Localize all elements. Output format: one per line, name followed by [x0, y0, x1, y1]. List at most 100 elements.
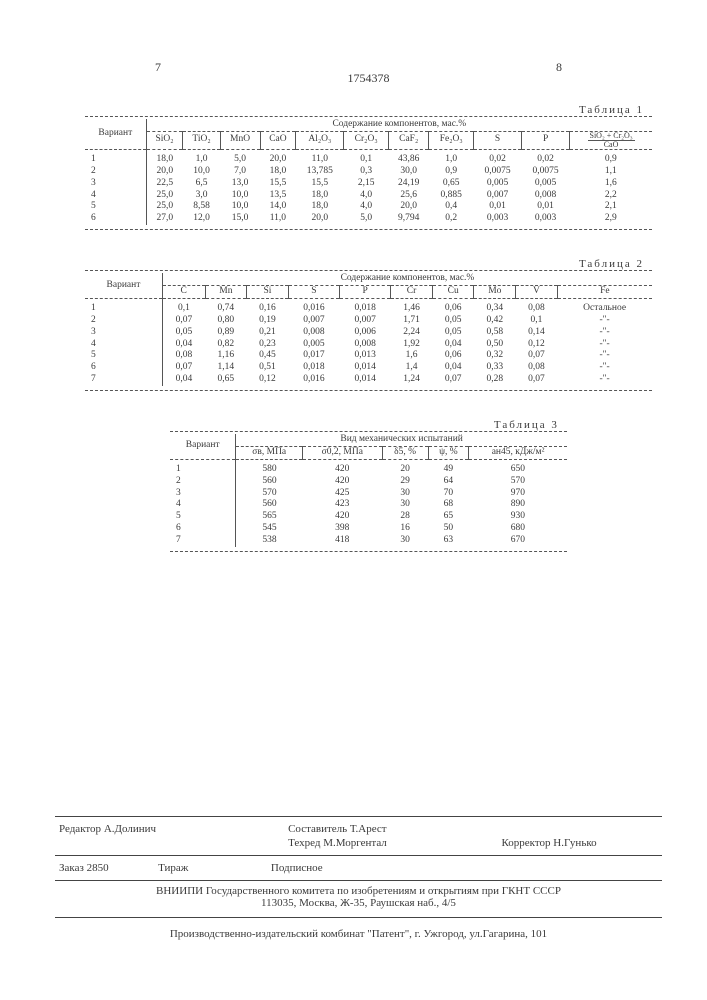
t3-variant-header: Вариант	[170, 434, 236, 459]
cell: 4	[85, 339, 162, 351]
col-header: CaF₂	[388, 131, 428, 149]
cell: 0,23	[247, 339, 289, 351]
cell: 0,018	[288, 362, 339, 374]
cell: 1,14	[205, 362, 247, 374]
cell: 398	[303, 523, 382, 535]
cell: 18,0	[296, 190, 344, 202]
cell: 5	[85, 201, 146, 213]
editor: Редактор А.Долинич	[59, 823, 278, 835]
cell: 1,6	[391, 350, 433, 362]
cell: -"-	[557, 339, 652, 351]
cell: 10,0	[220, 190, 260, 202]
cell: 28	[382, 511, 428, 523]
table-row: 525,08,5810,014,018,04,020,00,40,010,012…	[85, 201, 652, 213]
cell: -"-	[557, 374, 652, 386]
cell: 0,0075	[474, 166, 522, 178]
cell: 0,06	[432, 298, 474, 314]
cell: 0,06	[432, 350, 474, 362]
cell: 0,08	[516, 298, 558, 314]
col-header: Al₂O₃	[296, 131, 344, 149]
cell: -"-	[557, 315, 652, 327]
cell: 0,008	[522, 190, 570, 202]
cell: 420	[303, 511, 382, 523]
cell: 30	[382, 535, 428, 547]
cell: 1,16	[205, 350, 247, 362]
cell: 0,89	[205, 327, 247, 339]
cell: 0,005	[522, 178, 570, 190]
cell: 10,0	[183, 166, 220, 178]
ratio-col-header: SiO₂ + Cr₂O₃CaO	[570, 131, 652, 149]
cell: 2,24	[391, 327, 433, 339]
cell: 30	[382, 488, 428, 500]
table-row: 118,01,05,020,011,00,143,861,00,020,020,…	[85, 149, 652, 165]
cell: 7	[170, 535, 236, 547]
cell: 6	[170, 523, 236, 535]
cell: 0,04	[162, 374, 205, 386]
cell: 0,32	[474, 350, 516, 362]
order-line: Заказ 2850 Тираж Подписное	[55, 856, 662, 881]
cell: 0,003	[474, 213, 522, 225]
cell: 0,1	[344, 149, 389, 165]
cell: 670	[469, 535, 567, 547]
col-header: Si	[247, 286, 289, 299]
col-header: S	[474, 131, 522, 149]
col-header: Fe	[557, 286, 652, 299]
cell: 650	[469, 459, 567, 475]
cell: 13,5	[260, 190, 296, 202]
cell: 0,005	[288, 339, 339, 351]
cell: 0,34	[474, 298, 516, 314]
cell: -"-	[557, 350, 652, 362]
cell: 11,0	[296, 149, 344, 165]
cell: 15,5	[296, 178, 344, 190]
cell: 14,0	[260, 201, 296, 213]
cell: 1	[85, 149, 146, 165]
cell: 7,0	[220, 166, 260, 178]
table-row: 627,012,015,011,020,05,09,7940,20,0030,0…	[85, 213, 652, 225]
cell: 0,21	[247, 327, 289, 339]
compiler: Составитель Т.Арест	[288, 823, 491, 835]
cell: 25,0	[146, 201, 183, 213]
cell: 0,08	[516, 362, 558, 374]
cell: 13,785	[296, 166, 344, 178]
cell: 0,28	[474, 374, 516, 386]
table-3-title: Таблица 3	[170, 419, 567, 432]
cell: 0,885	[429, 190, 474, 202]
cell: 5	[170, 511, 236, 523]
cell: 0,05	[162, 327, 205, 339]
table-row: 25604202964570	[170, 476, 567, 488]
cell: 0,008	[340, 339, 391, 351]
cell: 0,45	[247, 350, 289, 362]
cell: 9,794	[388, 213, 428, 225]
cell: 970	[469, 488, 567, 500]
cell: 2,2	[570, 190, 652, 202]
cell: 545	[236, 523, 303, 535]
cell: 0,04	[432, 339, 474, 351]
table-row: 40,040,820,230,0050,0081,920,040,500,12-…	[85, 339, 652, 351]
cell: 20	[382, 459, 428, 475]
cell: 0,016	[288, 374, 339, 386]
cell: 0,58	[474, 327, 516, 339]
cell: 425	[303, 488, 382, 500]
cell: 7	[85, 374, 162, 386]
table-3: Таблица 3 Вариант Вид механических испыт…	[170, 419, 567, 552]
cell: 0,3	[344, 166, 389, 178]
cell: 0,07	[516, 350, 558, 362]
cell: 0,4	[429, 201, 474, 213]
cell: 20,0	[146, 166, 183, 178]
cell: 0,04	[162, 339, 205, 351]
cell: 3	[170, 488, 236, 500]
cell: 420	[303, 459, 382, 475]
cell: 8,58	[183, 201, 220, 213]
t3-group-header: Вид механических испытаний	[236, 434, 567, 446]
table-row: 425,03,010,013,518,04,025,60,8850,0070,0…	[85, 190, 652, 202]
cell: 0,016	[288, 298, 339, 314]
table-row: 45604233068890	[170, 499, 567, 511]
cell: 2,9	[570, 213, 652, 225]
col-header: aн45, кДж/м²	[469, 446, 567, 459]
cell: 0,12	[247, 374, 289, 386]
cell: 0,08	[162, 350, 205, 362]
cell: 1,92	[391, 339, 433, 351]
cell: 0,65	[205, 374, 247, 386]
cell: 890	[469, 499, 567, 511]
cell: 580	[236, 459, 303, 475]
